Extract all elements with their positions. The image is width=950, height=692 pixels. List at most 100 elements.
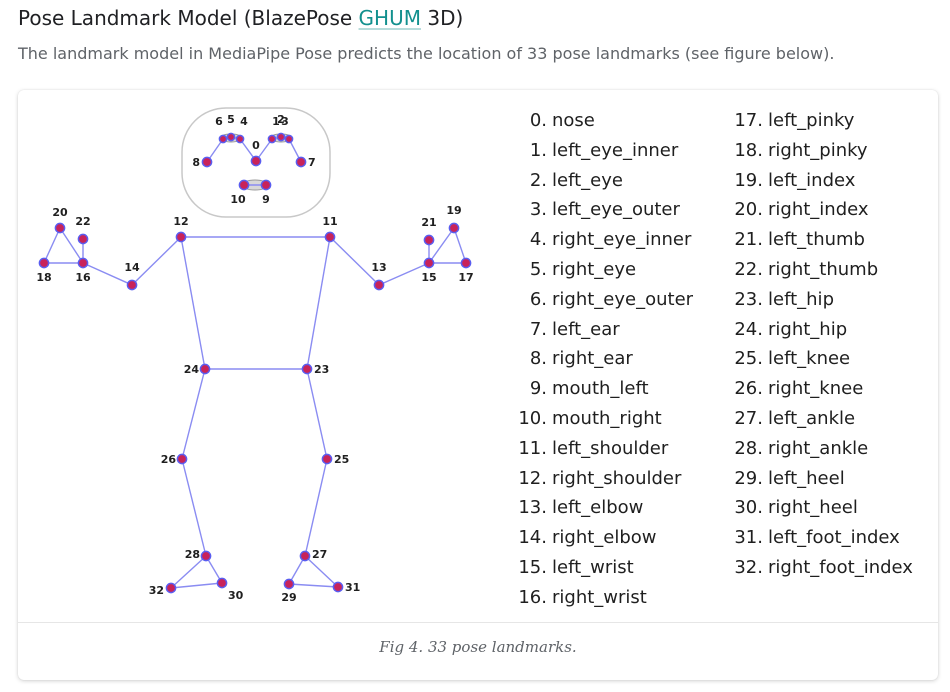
landmark-index: 26.	[734, 378, 763, 400]
landmark-index: 2.	[529, 169, 547, 191]
landmark-index: 5.	[529, 258, 547, 280]
landmark-index: 18.	[734, 139, 763, 161]
landmark-item: 10. mouth_right	[510, 404, 693, 434]
landmark-name: left_ankle	[768, 407, 856, 429]
bone-11-13	[329, 236, 380, 286]
bone-18-20	[43, 227, 61, 264]
bone-15-19	[428, 227, 455, 264]
joint-30	[216, 577, 228, 589]
joint-26	[176, 453, 188, 465]
landmark-index: 32.	[734, 556, 763, 578]
landmark-index: 4.	[529, 229, 547, 251]
landmark-name: left_knee	[768, 348, 851, 370]
bone-17-19	[453, 227, 467, 264]
landmark-item: 2. left_eye	[510, 166, 693, 196]
landmark-index: 11.	[518, 437, 547, 459]
joint-2	[276, 132, 286, 142]
joint-5	[226, 132, 236, 142]
bone-27-31	[304, 555, 339, 588]
joint-label-6: 6	[215, 115, 223, 128]
landmark-item: 22. right_thumb	[726, 255, 913, 285]
landmark-index: 29.	[734, 467, 763, 489]
joint-label-14: 14	[124, 261, 140, 274]
landmark-item: 31. left_foot_index	[726, 523, 913, 553]
landmark-index: 30.	[734, 497, 763, 519]
landmark-index: 7.	[529, 318, 547, 340]
joint-label-23: 23	[314, 363, 329, 376]
joint-17	[460, 257, 472, 269]
joint-13	[373, 279, 385, 291]
landmark-item: 9. mouth_left	[510, 374, 693, 404]
joint-12	[175, 231, 187, 243]
landmark-item: 1. left_eye_inner	[510, 136, 693, 166]
landmark-item: 11. left_shoulder	[510, 434, 693, 464]
landmark-name: mouth_left	[552, 378, 649, 400]
joint-18	[38, 257, 50, 269]
landmark-index: 8.	[529, 348, 547, 370]
landmark-name: left_heel	[768, 467, 845, 489]
bone-26-28	[181, 458, 207, 557]
joint-label-20: 20	[52, 206, 68, 219]
caption-divider	[18, 622, 938, 623]
landmark-name: right_ear	[552, 348, 633, 370]
landmark-index: 15.	[518, 556, 547, 578]
landmark-item: 25. left_knee	[726, 344, 913, 374]
ghum-link[interactable]: GHUM	[358, 6, 421, 30]
landmark-item: 32. right_foot_index	[726, 553, 913, 583]
landmark-item: 8. right_ear	[510, 344, 693, 374]
landmark-name: left_pinky	[768, 110, 855, 131]
landmark-name: right_index	[768, 199, 869, 221]
joint-23	[301, 363, 313, 375]
joint-label-22: 22	[75, 215, 90, 228]
joint-0	[250, 155, 262, 167]
joint-20	[54, 222, 66, 234]
joint-label-10: 10	[230, 193, 246, 206]
landmark-name: right_elbow	[552, 527, 657, 549]
joint-label-0: 0	[252, 139, 260, 152]
joint-7	[295, 156, 307, 168]
landmark-item: 26. right_knee	[726, 374, 913, 404]
landmark-name: left_ear	[552, 318, 620, 340]
bone-23-25	[306, 368, 328, 460]
joint-label-26: 26	[161, 453, 177, 466]
joint-label-19: 19	[446, 204, 461, 217]
joint-6	[218, 134, 228, 144]
landmark-index: 1.	[529, 139, 547, 161]
landmark-item: 27. left_ankle	[726, 404, 913, 434]
joint-10	[238, 179, 250, 191]
landmark-item: 21. left_thumb	[726, 225, 913, 255]
landmark-name: left_thumb	[768, 229, 865, 251]
landmark-list-column-2: 17. left_pinky 18. right_pinky 19. left_index…	[726, 106, 913, 583]
landmark-index: 12.	[518, 467, 547, 489]
bone-27-29	[288, 555, 306, 585]
joint-4	[235, 134, 245, 144]
figure-card: 0 1 2 3 4 5 6 7 8 9 10 11 12 13 14 15 16 17 18 19 20 21 22 23 24…	[18, 90, 938, 680]
landmark-index: 24.	[734, 318, 763, 340]
joint-29	[283, 578, 295, 590]
landmark-name: left_hip	[768, 288, 834, 310]
joint-label-25: 25	[334, 453, 349, 466]
landmark-item: 14. right_elbow	[510, 523, 693, 553]
joint-label-32: 32	[149, 584, 164, 597]
landmark-index: 16.	[518, 586, 547, 608]
landmark-name: right_ankle	[768, 437, 869, 459]
heading-prefix: Pose Landmark Model (BlazePose	[18, 6, 359, 30]
landmark-name: right_eye_outer	[552, 288, 694, 310]
landmark-item: 23. left_hip	[726, 285, 913, 315]
bone-28-32	[170, 555, 207, 589]
section-heading: Pose Landmark Model (BlazePose GHUM 3D)	[18, 6, 463, 30]
joint-label-28: 28	[185, 548, 200, 561]
joint-label-31: 31	[345, 581, 360, 594]
joint-14	[126, 279, 138, 291]
joint-9	[260, 179, 272, 191]
landmark-index: 17.	[734, 110, 763, 131]
landmark-name: left_wrist	[552, 556, 634, 578]
bone-13-15	[378, 262, 430, 286]
joint-label-29: 29	[281, 591, 296, 604]
landmark-index: 3.	[529, 199, 547, 221]
landmark-index: 19.	[734, 169, 763, 191]
landmark-name: left_index	[768, 169, 856, 191]
landmark-index: 23.	[734, 288, 763, 310]
landmark-name: left_shoulder	[552, 437, 669, 459]
joint-label-9: 9	[262, 193, 270, 206]
